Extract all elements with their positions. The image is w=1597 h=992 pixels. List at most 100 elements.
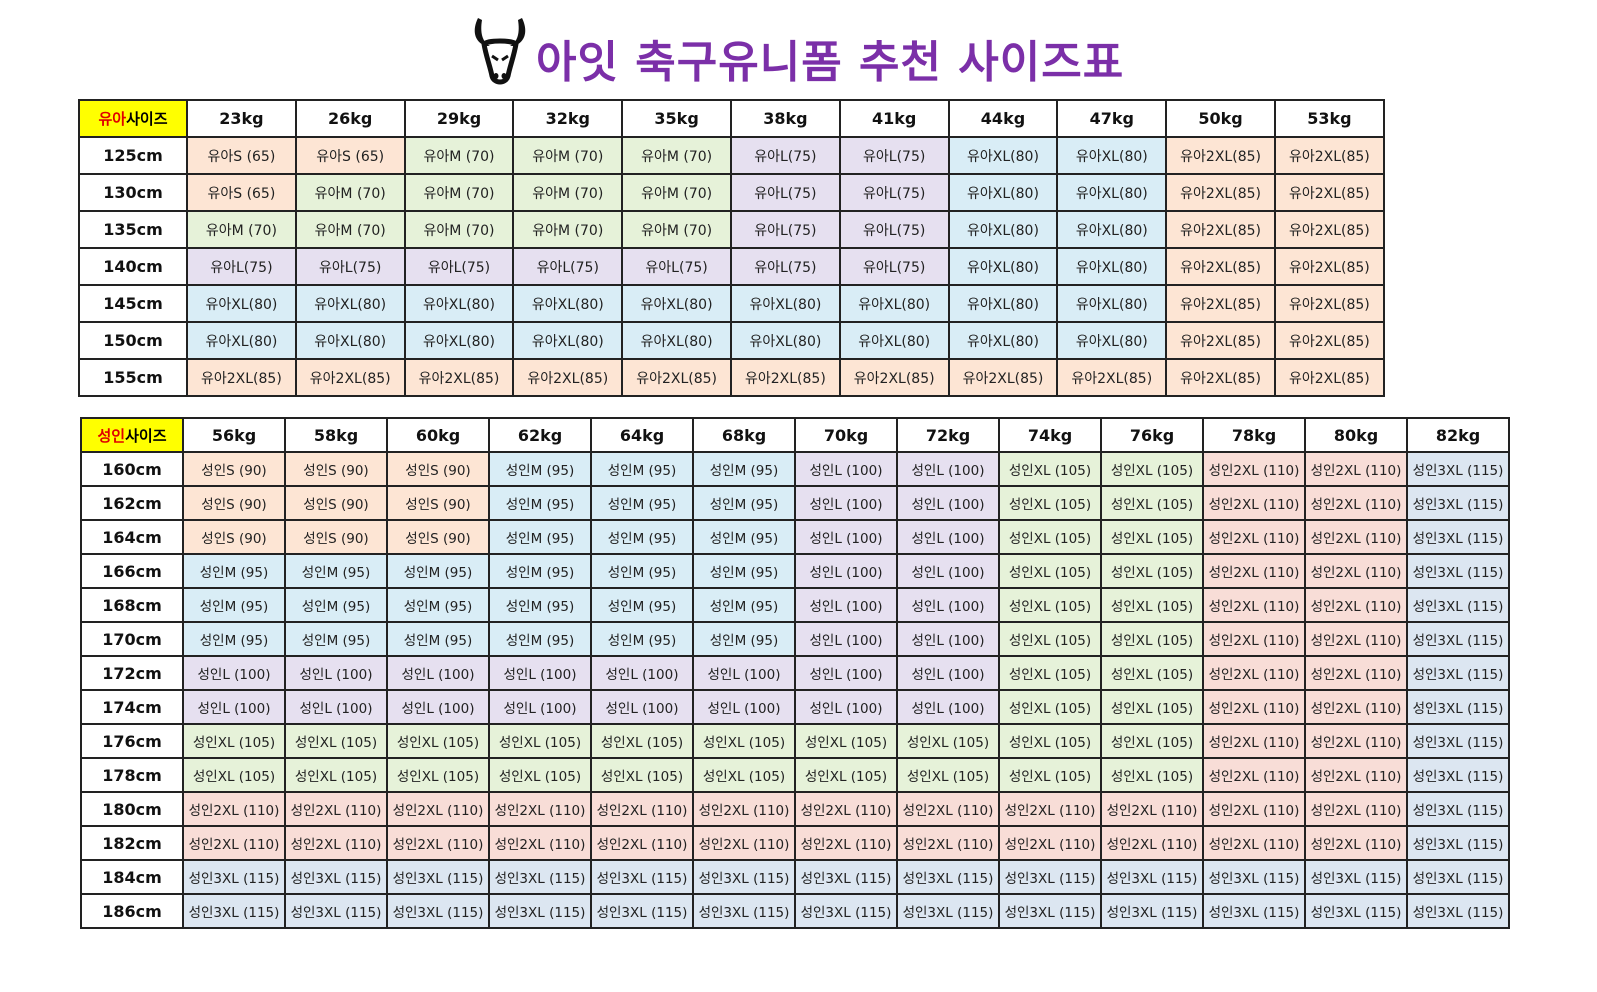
size-cell: 성인M (95): [488, 553, 592, 589]
size-cell: 성인XL (105): [1100, 723, 1204, 759]
weight-header: 53kg: [1273, 99, 1385, 138]
size-cell: 유아XL(80): [1056, 284, 1168, 323]
size-cell: 성인M (95): [488, 485, 592, 521]
table-row: 140cm 유아L(75) 유아L(75) 유아L(75) 유아L(75) 유아L(75)…: [78, 247, 1385, 286]
size-cell: 성인M (95): [488, 519, 592, 555]
size-cell: 성인3XL (115): [1406, 519, 1510, 555]
size-cell: 성인3XL (115): [1202, 893, 1306, 929]
weight-header: 32kg: [512, 99, 624, 138]
size-cell: 성인2XL (110): [692, 825, 796, 861]
size-cell: 성인M (95): [590, 553, 694, 589]
page-title: 아잇 축구유니폼 추천 사이즈표: [536, 37, 1125, 88]
height-header: 140cm: [78, 247, 188, 286]
size-cell: 성인XL (105): [998, 757, 1102, 793]
size-cell: 성인XL (105): [998, 553, 1102, 589]
height-header: 176cm: [80, 723, 184, 759]
size-cell: 성인3XL (115): [692, 859, 796, 895]
size-cell: 성인XL (105): [998, 655, 1102, 691]
size-cell: 유아XL(80): [838, 284, 950, 323]
size-cell: 성인XL (105): [590, 757, 694, 793]
size-cell: 성인2XL (110): [794, 791, 898, 827]
size-cell: 유아2XL(85): [1165, 173, 1276, 212]
weight-header: 44kg: [947, 99, 1059, 138]
size-cell: 유아M (70): [403, 136, 515, 175]
size-cell: 성인M (95): [182, 621, 286, 657]
size-cell: 유아2XL(85): [621, 358, 732, 397]
size-cell: 성인L (100): [896, 621, 1000, 657]
size-cell: 유아XL(80): [1056, 247, 1168, 286]
size-cell: 성인XL (105): [1100, 655, 1204, 691]
size-cell: 성인XL (105): [590, 723, 694, 759]
weight-header: 80kg: [1304, 417, 1408, 453]
corner-label-black: 사이즈: [126, 110, 168, 128]
size-cell: 유아2XL(85): [729, 358, 841, 397]
table-row: 150cm 유아XL(80) 유아XL(80) 유아XL(80) 유아XL(80) 유아X…: [78, 321, 1385, 360]
size-cell: 유아S (65): [186, 173, 297, 212]
size-cell: 성인2XL (110): [1304, 689, 1408, 725]
size-cell: 성인M (95): [692, 553, 796, 589]
title-bar: 아잇 축구유니폼 추천 사이즈표: [0, 12, 1597, 92]
size-cell: 성인L (100): [896, 485, 1000, 521]
size-cell: 성인XL (105): [998, 519, 1102, 555]
weight-header: 23kg: [186, 99, 297, 138]
size-cell: 유아2XL(85): [294, 358, 406, 397]
weight-header: 41kg: [838, 99, 950, 138]
size-cell: 유아2XL(85): [403, 358, 515, 397]
table-row: 125cm 유아S (65) 유아S (65) 유아M (70) 유아M (70) 유아M…: [78, 136, 1385, 175]
weight-header: 56kg: [182, 417, 286, 453]
size-cell: 성인L (100): [794, 451, 898, 487]
table-row: 162cm 성인S (90) 성인S (90) 성인S (90) 성인M (95) 성인M…: [80, 485, 1510, 521]
size-cell: 성인M (95): [284, 553, 388, 589]
height-header: 166cm: [80, 553, 184, 589]
size-cell: 성인2XL (110): [386, 791, 490, 827]
size-cell: 성인M (95): [590, 621, 694, 657]
size-cell: 성인2XL (110): [1202, 485, 1306, 521]
size-cell: 성인3XL (115): [896, 859, 1000, 895]
weight-header: 70kg: [794, 417, 898, 453]
size-cell: 성인M (95): [284, 621, 388, 657]
size-cell: 유아XL(80): [294, 284, 406, 323]
size-cell: 유아M (70): [512, 173, 624, 212]
size-cell: 성인2XL (110): [998, 825, 1102, 861]
height-header: 172cm: [80, 655, 184, 691]
size-cell: 유아XL(80): [1056, 136, 1168, 175]
table-row: 168cm 성인M (95) 성인M (95) 성인M (95) 성인M (95) 성인M…: [80, 587, 1510, 623]
adult-size-table: 성인사이즈 56kg 58kg 60kg 62kg 64kg 68kg 70kg 72kg 74k…: [80, 417, 1510, 929]
size-cell: 성인2XL (110): [1304, 825, 1408, 861]
size-cell: 성인3XL (115): [386, 859, 490, 895]
size-cell: 성인M (95): [692, 587, 796, 623]
kids-size-table: 유아사이즈 23kg 26kg 29kg 32kg 35kg 38kg 41kg 44kg 47k…: [78, 99, 1385, 397]
size-cell: 성인3XL (115): [284, 859, 388, 895]
height-header: 160cm: [80, 451, 184, 487]
size-cell: 성인L (100): [182, 689, 286, 725]
weight-header: 78kg: [1202, 417, 1306, 453]
size-cell: 유아2XL(85): [947, 358, 1059, 397]
table-row: 172cm 성인L (100) 성인L (100) 성인L (100) 성인L (100…: [80, 655, 1510, 691]
size-cell: 성인2XL (110): [794, 825, 898, 861]
size-cell: 성인3XL (115): [1304, 859, 1408, 895]
height-header: 150cm: [78, 321, 188, 360]
size-cell: 성인S (90): [182, 519, 286, 555]
size-cell: 유아L(75): [729, 210, 841, 249]
size-cell: 성인2XL (110): [182, 791, 286, 827]
size-cell: 성인XL (105): [284, 757, 388, 793]
size-cell: 유아S (65): [186, 136, 297, 175]
height-header: 164cm: [80, 519, 184, 555]
size-cell: 유아XL(80): [403, 284, 515, 323]
size-cell: 유아2XL(85): [1273, 358, 1385, 397]
size-cell: 성인M (95): [182, 553, 286, 589]
size-cell: 성인2XL (110): [284, 791, 388, 827]
weight-header: 64kg: [590, 417, 694, 453]
size-cell: 성인3XL (115): [1406, 723, 1510, 759]
size-cell: 유아2XL(85): [1273, 136, 1385, 175]
size-cell: 유아M (70): [512, 210, 624, 249]
size-cell: 성인2XL (110): [1202, 723, 1306, 759]
size-cell: 성인XL (105): [284, 723, 388, 759]
size-cell: 성인2XL (110): [1202, 587, 1306, 623]
size-cell: 유아2XL(85): [1165, 284, 1276, 323]
size-cell: 성인3XL (115): [182, 859, 286, 895]
size-cell: 유아2XL(85): [1273, 173, 1385, 212]
table-row: 166cm 성인M (95) 성인M (95) 성인M (95) 성인M (95) 성인M…: [80, 553, 1510, 589]
size-cell: 성인XL (105): [182, 757, 286, 793]
table-row: 182cm 성인2XL (110) 성인2XL (110) 성인2XL (110) 성인…: [80, 825, 1510, 861]
